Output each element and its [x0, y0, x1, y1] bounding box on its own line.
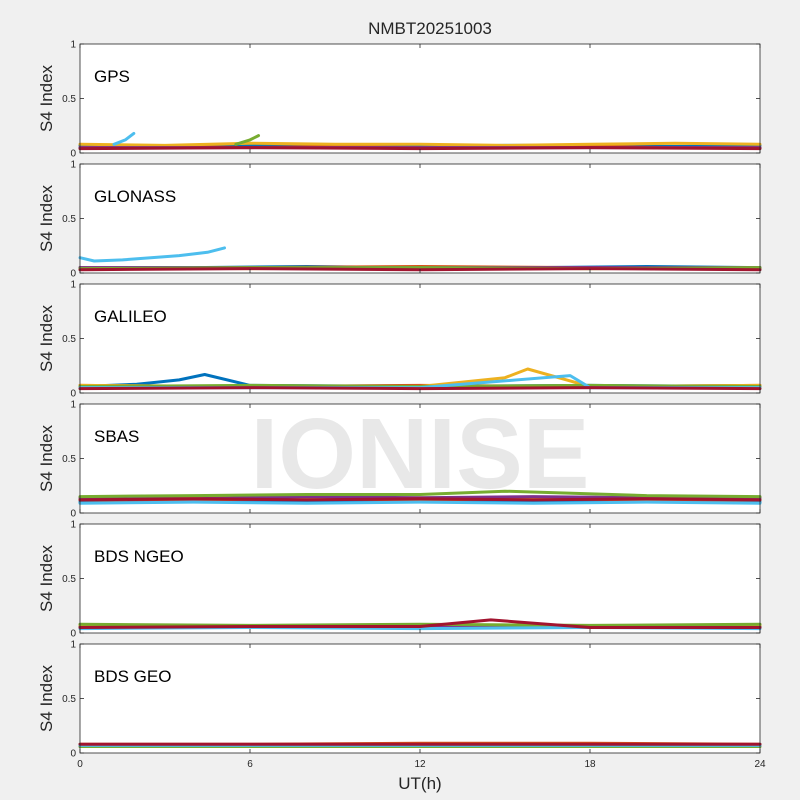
panel-background	[80, 644, 760, 753]
x-tick-label: 6	[247, 759, 253, 770]
figure-title: NMBT20251003	[368, 19, 492, 38]
y-tick-label: 0.5	[62, 94, 76, 105]
y-tick-label: 0	[70, 509, 76, 520]
y-tick-label: 1	[70, 280, 76, 291]
panel-4: 0 0.5 1 S4 Index BDS NGEO	[37, 520, 762, 640]
y-axis-label: S4 Index	[37, 304, 56, 372]
y-tick-label: 0.5	[62, 454, 76, 465]
y-axis-label: S4 Index	[37, 424, 56, 492]
panel-3: 0 0.5 1 S4 Index SBAS	[37, 400, 762, 520]
y-tick-label: 0.5	[62, 694, 76, 705]
x-tick-label: 18	[584, 759, 596, 770]
y-tick-label: 1	[70, 640, 76, 651]
panels-group: 0 0.5 1 S4 Index GPS 0 0.5 1 S4 Index GLONASS 0 0.5…	[37, 40, 766, 771]
y-tick-label: 0.5	[62, 334, 76, 345]
series-line	[112, 131, 136, 146]
series-line	[78, 141, 762, 147]
y-tick-label: 0	[70, 269, 76, 280]
panel-1: 0 0.5 1 S4 Index GLONASS	[37, 160, 762, 280]
panel-label: BDS GEO	[94, 667, 171, 686]
panel-background	[80, 524, 760, 633]
y-tick-label: 0.5	[62, 214, 76, 225]
series-line	[78, 489, 762, 499]
y-tick-label: 0	[70, 389, 76, 400]
x-tick-label: 12	[414, 759, 426, 770]
panel-2: 0 0.5 1 S4 Index GALILEO	[37, 280, 762, 400]
y-axis-label: S4 Index	[37, 544, 56, 612]
y-tick-label: 0	[70, 749, 76, 760]
y-axis-label: S4 Index	[37, 184, 56, 252]
series-line	[78, 246, 226, 263]
panel-label: SBAS	[94, 427, 139, 446]
y-axis-label: S4 Index	[37, 64, 56, 132]
panel-label: GLONASS	[94, 187, 176, 206]
x-tick-label: 0	[77, 759, 83, 770]
series-line	[78, 497, 762, 502]
series-line	[78, 622, 762, 627]
panel-label: GPS	[94, 67, 130, 86]
y-tick-label: 1	[70, 400, 76, 411]
series-line	[78, 146, 762, 151]
panel-background	[80, 284, 760, 393]
y-tick-label: 1	[70, 160, 76, 171]
panel-5: 0 0.5 1 S4 Index BDS GEO	[37, 640, 762, 760]
series-line	[78, 500, 762, 505]
y-axis-label: S4 Index	[37, 664, 56, 732]
y-tick-label: 1	[70, 40, 76, 51]
series-line	[78, 618, 762, 629]
panel-background	[80, 44, 760, 153]
y-tick-label: 0.5	[62, 574, 76, 585]
watermark-text: IONISE	[251, 398, 590, 510]
series-line	[78, 386, 762, 391]
y-tick-label: 1	[70, 520, 76, 531]
y-tick-label: 0	[70, 149, 76, 160]
series-line	[234, 134, 260, 146]
y-tick-label: 0	[70, 629, 76, 640]
panel-label: BDS NGEO	[94, 547, 184, 566]
x-tick-label: 24	[754, 759, 766, 770]
x-axis-label: UT(h)	[398, 774, 441, 793]
panel-0: 0 0.5 1 S4 Index GPS	[37, 40, 762, 160]
panel-label: GALILEO	[94, 307, 167, 326]
